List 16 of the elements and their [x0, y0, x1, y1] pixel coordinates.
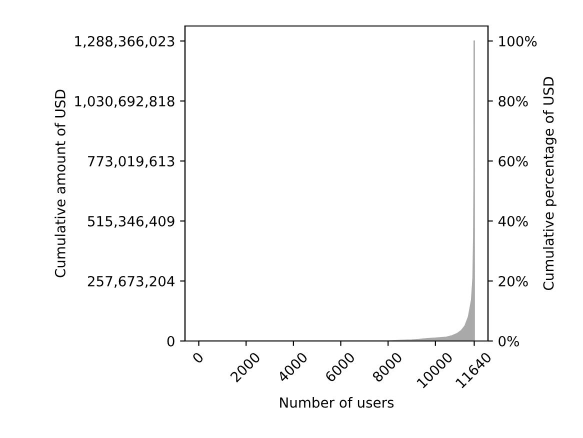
- y2-tick-label: 80%: [498, 96, 528, 106]
- y-tick-label: 515,346,409: [88, 216, 174, 228]
- x-tick-label: 0: [192, 352, 204, 364]
- y-tick-label: 773,019,613: [88, 156, 174, 168]
- y-tick-label: 1,288,366,023: [75, 36, 174, 48]
- x-axis-title: Number of users: [280, 397, 394, 408]
- y2-tick-label: 100%: [499, 36, 537, 46]
- y2-tick-label: 60%: [498, 156, 528, 166]
- y2-tick-label: 0%: [498, 336, 519, 346]
- y-tick-label: 1,030,692,818: [75, 96, 174, 108]
- y2-axis-title: Cumulative percentage of USD: [542, 77, 556, 290]
- y-tick-label: 0: [167, 336, 174, 346]
- y2-tick-label: 40%: [498, 216, 528, 226]
- y2-tick-label: 20%: [498, 276, 528, 286]
- y-tick-label: 257,673,204: [88, 276, 174, 288]
- y-axis-title: Cumulative amount of USD: [54, 90, 66, 278]
